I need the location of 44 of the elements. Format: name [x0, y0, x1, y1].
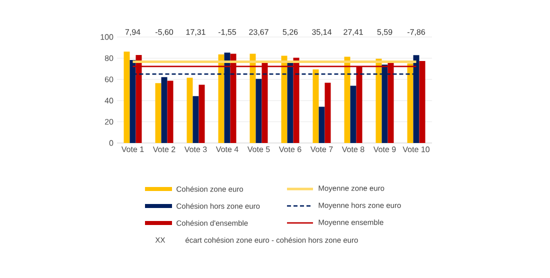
- bar: [419, 61, 426, 143]
- x-tick-label: Vote 1: [121, 146, 144, 152]
- bar: [167, 80, 174, 143]
- x-tick-label: Vote 3: [184, 146, 207, 152]
- bar: [350, 86, 356, 143]
- x-tick-label: Vote 4: [216, 146, 238, 152]
- y-tick-label: 60: [104, 76, 114, 82]
- y-tick-label: 40: [104, 98, 114, 104]
- text: 7,94: [125, 29, 140, 36]
- text: -5,60: [156, 29, 174, 36]
- text: 5,59: [377, 29, 392, 36]
- bar: [124, 52, 130, 143]
- text: -1,55: [218, 29, 236, 36]
- text: -7,86: [407, 29, 426, 36]
- bar: [155, 83, 162, 143]
- y-tick-label: 0: [109, 140, 114, 146]
- text: 23,67: [249, 29, 268, 36]
- text: 27,41: [344, 29, 363, 36]
- x-tick-label: Vote 10: [402, 146, 430, 152]
- bar: [218, 54, 224, 143]
- y-tick-label: 80: [104, 55, 114, 62]
- bar: [186, 78, 193, 143]
- bar: [198, 84, 205, 143]
- text: 35,14: [312, 29, 332, 36]
- bar: [312, 69, 319, 143]
- bar: [256, 78, 262, 143]
- bar: [376, 58, 382, 143]
- bar: [407, 63, 414, 143]
- text: 17,31: [186, 29, 206, 36]
- bar: [192, 96, 199, 143]
- text: 5,26: [282, 29, 298, 36]
- x-tick-label: Vote 5: [247, 146, 270, 152]
- y-tick-label: 20: [104, 118, 114, 125]
- x-tick-label: Vote 2: [152, 146, 176, 152]
- bar: [250, 54, 256, 143]
- x-tick-label: Vote 6: [278, 146, 302, 152]
- bar: [161, 77, 168, 143]
- bar: [344, 56, 350, 143]
- x-tick-label: Vote 9: [373, 146, 396, 152]
- x-tick-label: Vote 7: [310, 146, 333, 152]
- x-tick-label: Vote 8: [342, 146, 364, 152]
- bar: [324, 82, 331, 143]
- bar: [318, 106, 325, 143]
- y-tick-label: 100: [100, 34, 114, 40]
